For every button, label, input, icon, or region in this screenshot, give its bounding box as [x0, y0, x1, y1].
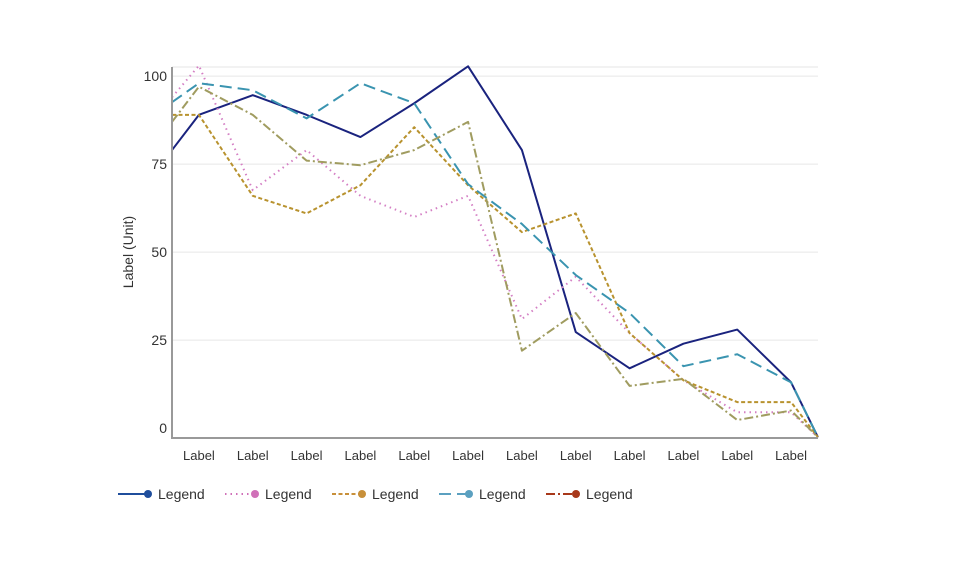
- legend-item-3: Legend: [332, 486, 419, 502]
- series-line-4: [171, 82, 819, 438]
- x-tick-label: Label: [398, 448, 430, 463]
- x-tick-label: Label: [668, 448, 700, 463]
- x-tick-label: Label: [775, 448, 807, 463]
- x-tick-label: Label: [614, 448, 646, 463]
- legend-label: Legend: [586, 486, 633, 502]
- y-tick-labels: 0 25 50 75 100: [144, 68, 168, 436]
- y-axis-label: Label (Unit): [120, 216, 136, 288]
- x-tick-label: Label: [345, 448, 377, 463]
- legend-item-4: Legend: [439, 486, 526, 502]
- legend-marker-icon: [465, 490, 473, 498]
- x-tick-label: Label: [291, 448, 323, 463]
- legend-marker-icon: [572, 490, 580, 498]
- gridlines: [172, 66, 818, 341]
- legend-item-2: Legend: [225, 486, 312, 502]
- x-tick-label: Label: [237, 448, 269, 463]
- x-tick-label: Label: [560, 448, 592, 463]
- legend-marker-icon: [144, 490, 152, 498]
- legend: Legend Legend Legend Legend Legend: [118, 486, 633, 502]
- legend-label: Legend: [158, 486, 205, 502]
- x-tick-labels: Label Label Label Label Label Label Label Label…: [183, 448, 807, 463]
- legend-label: Legend: [372, 486, 419, 502]
- legend-label: Legend: [479, 486, 526, 502]
- legend-item-5: Legend: [546, 486, 633, 502]
- legend-item-1: Legend: [118, 486, 205, 502]
- y-tick-label: 0: [159, 420, 167, 436]
- legend-marker-icon: [251, 490, 259, 498]
- x-tick-label: Label: [452, 448, 484, 463]
- y-tick-label: 75: [151, 156, 167, 172]
- y-tick-label: 25: [151, 332, 167, 348]
- y-tick-label: 100: [144, 68, 168, 84]
- legend-label: Legend: [265, 486, 312, 502]
- legend-marker-icon: [358, 490, 366, 498]
- y-tick-label: 50: [151, 244, 167, 260]
- series-lines: [171, 64, 819, 439]
- series-line-2: [171, 64, 819, 439]
- x-tick-label: Label: [183, 448, 215, 463]
- series-line-5: [171, 85, 819, 439]
- series-line-1: [171, 65, 819, 438]
- series-line-3: [172, 113, 819, 438]
- x-tick-label: Label: [506, 448, 538, 463]
- x-tick-label: Label: [721, 448, 753, 463]
